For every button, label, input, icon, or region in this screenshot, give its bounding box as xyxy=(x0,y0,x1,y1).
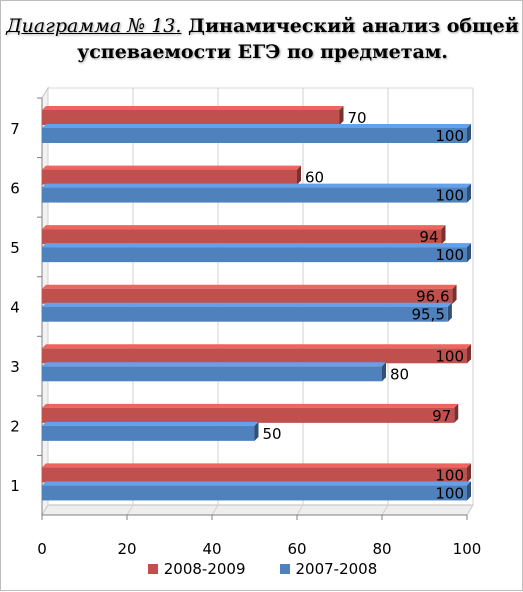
y-category-label: 2 xyxy=(10,418,20,436)
x-tick-label: 100 xyxy=(453,540,482,558)
bar-2008-2009 xyxy=(42,467,467,483)
bar-2008-2009 xyxy=(42,169,297,185)
data-label: 100 xyxy=(435,187,464,205)
bar-top-2008-2009 xyxy=(42,284,457,289)
chart-title-prefix: Диаграмма № 13. xyxy=(6,15,182,37)
bar-end-2007-2008 xyxy=(382,362,386,382)
bar-end-2007-2008 xyxy=(467,481,471,501)
bar-end-2008-2009 xyxy=(454,403,459,423)
bar-top-2007-2008 xyxy=(42,124,471,128)
data-label: 100 xyxy=(435,127,464,145)
bar-end-2008-2009 xyxy=(297,165,301,185)
bar-end-2008-2009 xyxy=(467,344,471,364)
bar-end-2007-2008 xyxy=(254,421,259,441)
data-label: 80 xyxy=(390,365,409,383)
legend-item-2007-2008: 2007-2008 xyxy=(279,560,378,578)
bar-top-2007-2008 xyxy=(42,362,386,367)
legend-item-2008-2009: 2008-2009 xyxy=(147,560,246,578)
bar-top-2007-2008 xyxy=(42,421,259,426)
bar-2008-2009 xyxy=(42,110,340,125)
bar-2008-2009 xyxy=(42,288,453,304)
bar-top-2007-2008 xyxy=(42,243,471,248)
bar-2007-2008 xyxy=(42,425,255,441)
bar-end-2008-2009 xyxy=(441,225,446,245)
plot-floor xyxy=(41,504,474,516)
data-label: 100 xyxy=(435,347,464,365)
bar-2008-2009 xyxy=(42,348,467,364)
data-label: 70 xyxy=(348,109,367,127)
bar-top-2007-2008 xyxy=(42,481,471,486)
bar-end-2008-2009 xyxy=(452,284,457,304)
data-label: 97 xyxy=(432,407,451,425)
chart-legend: 2008-2009 2007-2008 xyxy=(1,560,523,578)
bar-end-2007-2008 xyxy=(447,302,452,322)
gridline-floor xyxy=(466,504,474,516)
legend-swatch-2007-2008 xyxy=(279,564,290,574)
gridline-floor xyxy=(41,504,49,516)
bar-2008-2009 xyxy=(42,229,442,245)
bar-end-2007-2008 xyxy=(467,124,471,143)
bar-top-2007-2008 xyxy=(42,302,452,307)
x-tick-label: 20 xyxy=(117,540,136,558)
chart-title: Диаграмма № 13. Динамический анализ обще… xyxy=(1,13,523,65)
bar-top-2007-2008 xyxy=(42,183,471,188)
legend-label-2007-2008: 2007-2008 xyxy=(295,560,378,578)
x-tick-label: 40 xyxy=(202,540,221,558)
bar-2007-2008 xyxy=(42,247,467,263)
bar-end-2008-2009 xyxy=(467,463,471,483)
bar-top-2008-2009 xyxy=(42,344,471,349)
bar-2007-2008 xyxy=(42,485,467,501)
gridline-floor xyxy=(126,504,134,516)
y-category-label: 6 xyxy=(10,179,20,197)
gridline-floor xyxy=(211,504,219,516)
bar-end-2007-2008 xyxy=(467,243,471,263)
y-category-label: 1 xyxy=(10,477,20,495)
bar-2007-2008 xyxy=(42,128,467,143)
data-label: 100 xyxy=(435,246,464,264)
bar-top-2008-2009 xyxy=(42,225,446,230)
data-label: 60 xyxy=(305,169,324,187)
bar-top-2008-2009 xyxy=(42,165,301,170)
chart-title-main: Динамический анализ общей успеваемости Е… xyxy=(77,15,519,63)
data-label: 95,5 xyxy=(411,306,444,324)
bar-end-2008-2009 xyxy=(339,106,344,125)
x-tick-label: 0 xyxy=(37,540,47,558)
bar-2008-2009 xyxy=(42,407,455,423)
bar-top-2008-2009 xyxy=(42,106,344,110)
data-label: 96,6 xyxy=(416,288,449,306)
bar-2007-2008 xyxy=(42,187,467,203)
bar-2007-2008 xyxy=(42,306,448,322)
y-category-label: 7 xyxy=(10,120,20,138)
data-label: 100 xyxy=(435,484,464,502)
bar-2007-2008 xyxy=(42,366,382,382)
bar-top-2008-2009 xyxy=(42,463,471,468)
data-label: 100 xyxy=(435,466,464,484)
gridline-floor xyxy=(381,504,389,516)
x-tick-label: 60 xyxy=(287,540,306,558)
y-category-label: 3 xyxy=(10,358,20,376)
data-label: 94 xyxy=(419,228,438,246)
y-category-label: 4 xyxy=(10,299,20,317)
gridline-floor xyxy=(296,504,304,516)
x-tick-label: 80 xyxy=(372,540,391,558)
y-category-label: 5 xyxy=(10,239,20,257)
legend-label-2008-2009: 2008-2009 xyxy=(163,560,246,578)
data-label: 50 xyxy=(263,425,282,443)
legend-swatch-2008-2009 xyxy=(147,564,158,574)
bar-end-2007-2008 xyxy=(467,183,471,203)
bar-top-2008-2009 xyxy=(42,403,459,408)
